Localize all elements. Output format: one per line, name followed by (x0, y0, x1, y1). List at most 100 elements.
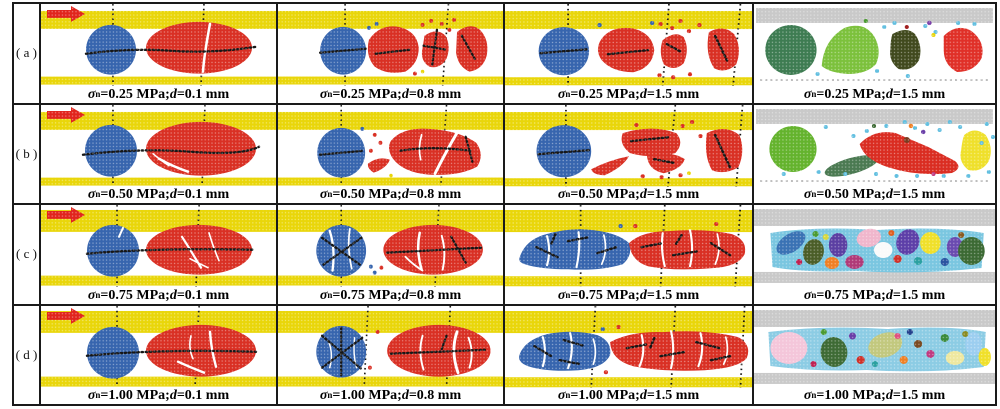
d-value: =1.5 mm (646, 187, 700, 203)
caption-a4: σ n =0.25 MPa; d =1.5 mm (754, 86, 995, 103)
row-label-a: ( a ) (14, 4, 39, 103)
panel-c2: σ n =0.75 MPa; d =0.8 mm (278, 205, 503, 304)
sigma-sub: n (565, 289, 571, 300)
panel-c4: σ n =0.75 MPa; d =1.5 mm (754, 205, 995, 304)
sigma-sub: n (811, 189, 817, 200)
caption-b3: σ n =0.50 MPa; d =1.5 mm (505, 187, 752, 203)
sigma-sub: n (327, 189, 333, 199)
sigma-sub: n (327, 289, 333, 300)
d-value: =1.5 mm (892, 388, 946, 404)
snapshot-a2 (278, 4, 503, 86)
sigma-symbol: σ (87, 86, 96, 102)
panel-a1: σ n =0.25 MPa; d =0.1 mm (41, 4, 276, 103)
panel-d4: σ n =1.00 MPa; d =1.5 mm (754, 305, 995, 404)
sigma-symbol: σ (319, 388, 328, 403)
panel-b3: σ n =0.50 MPa; d =1.5 mm (505, 104, 752, 203)
sigma-sub: n (327, 88, 333, 99)
sigma-value: =1.00 MPa; (100, 388, 170, 404)
panel-a2: σ n =0.25 MPa; d =0.8 mm (278, 4, 503, 103)
d-symbol: d (169, 86, 177, 102)
panel-a4: σ n =0.25 MPa; d =1.5 mm (754, 4, 995, 103)
d-symbol: d (401, 388, 409, 403)
sigma-value: =1.00 MPa; (816, 388, 886, 404)
row-label-c: ( c ) (14, 205, 39, 304)
d-value: =1.5 mm (892, 287, 946, 303)
panel-d1: σ n =1.00 MPa; d =0.1 mm (41, 305, 276, 404)
caption-d2: σ n =1.00 MPa; d =0.8 mm (278, 387, 503, 404)
snapshot-c1 (41, 205, 276, 287)
d-symbol: d (169, 187, 177, 203)
sigma-value: =0.50 MPa; (100, 187, 170, 203)
d-symbol: d (639, 388, 647, 404)
sigma-value: =0.25 MPa; (570, 86, 640, 102)
sigma-value: =0.75 MPa; (100, 287, 170, 303)
sigma-value: =1.00 MPa; (570, 388, 640, 404)
caption-a3: σ n =0.25 MPa; d =1.5 mm (505, 86, 752, 102)
sigma-value: =1.00 MPa; (332, 388, 402, 403)
d-value: =1.5 mm (646, 388, 700, 404)
sigma-value: =0.50 MPa; (570, 187, 640, 203)
panel-c1: σ n =0.75 MPa; d =0.1 mm (41, 205, 276, 304)
snapshot-c3 (505, 205, 752, 288)
snapshot-c4 (754, 205, 995, 287)
sigma-sub: n (565, 88, 571, 99)
d-symbol: d (885, 187, 893, 203)
caption-b1: σ n =0.50 MPa; d =0.1 mm (41, 186, 276, 203)
caption-d4: σ n =1.00 MPa; d =1.5 mm (754, 387, 995, 404)
sigma-value: =0.75 MPa; (816, 287, 886, 303)
snapshot-b3 (505, 104, 752, 187)
d-symbol: d (169, 388, 177, 404)
snapshot-d3 (505, 305, 752, 388)
sigma-sub: n (811, 289, 817, 300)
panel-a3: σ n =0.25 MPa; d =1.5 mm (505, 4, 752, 103)
d-symbol: d (169, 287, 177, 303)
sigma-sub: n (811, 390, 817, 401)
sigma-symbol: σ (319, 86, 328, 102)
sigma-symbol: σ (87, 187, 96, 203)
d-symbol: d (639, 187, 647, 203)
d-value: =0.1 mm (176, 187, 230, 203)
caption-b2: σ n =0.50 MPa; d =0.8 mm (278, 186, 503, 203)
caption-b4: σ n =0.50 MPa; d =1.5 mm (754, 186, 995, 203)
snapshot-b1 (41, 104, 276, 187)
snapshot-a1 (41, 4, 276, 86)
snapshot-a4 (754, 4, 995, 86)
d-symbol: d (885, 388, 893, 404)
sigma-symbol: σ (319, 187, 328, 202)
sigma-symbol: σ (557, 187, 566, 203)
sigma-value: =0.25 MPa; (332, 86, 402, 102)
sigma-sub: n (565, 390, 571, 401)
sigma-value: =0.75 MPa; (332, 287, 402, 303)
d-value: =0.8 mm (408, 86, 462, 102)
d-value: =0.8 mm (408, 388, 462, 403)
sigma-symbol: σ (87, 388, 96, 404)
sigma-symbol: σ (557, 86, 566, 102)
snapshot-d1 (41, 305, 276, 388)
sigma-symbol: σ (557, 287, 566, 303)
sigma-sub: n (95, 390, 101, 401)
d-symbol: d (401, 86, 409, 102)
panel-d2: σ n =1.00 MPa; d =0.8 mm (278, 305, 503, 404)
d-value: =1.5 mm (892, 187, 946, 203)
caption-c4: σ n =0.75 MPa; d =1.5 mm (754, 287, 995, 304)
sigma-value: =0.25 MPa; (816, 86, 886, 102)
sigma-sub: n (565, 189, 571, 200)
d-value: =1.5 mm (646, 287, 700, 303)
d-value: =0.1 mm (176, 287, 230, 303)
caption-d3: σ n =1.00 MPa; d =1.5 mm (505, 388, 752, 404)
sigma-symbol: σ (803, 388, 812, 404)
sigma-value: =0.75 MPa; (570, 287, 640, 303)
caption-a2: σ n =0.25 MPa; d =0.8 mm (278, 86, 503, 103)
panel-b4: σ n =0.50 MPa; d =1.5 mm (754, 104, 995, 203)
panel-b1: σ n =0.50 MPa; d =0.1 mm (41, 104, 276, 203)
sigma-sub: n (95, 189, 101, 200)
sigma-symbol: σ (319, 287, 328, 303)
d-value: =1.5 mm (646, 86, 700, 102)
snapshot-d2 (278, 305, 503, 387)
d-symbol: d (885, 86, 893, 102)
sigma-sub: n (95, 289, 101, 300)
panel-b2: σ n =0.50 MPa; d =0.8 mm (278, 104, 503, 203)
figure-grid: ( a ) σ n =0.25 MPa; d =0.1 mm (12, 2, 997, 406)
snapshot-a3 (505, 4, 752, 87)
panel-d3: σ n =1.00 MPa; d =1.5 mm (505, 305, 752, 404)
